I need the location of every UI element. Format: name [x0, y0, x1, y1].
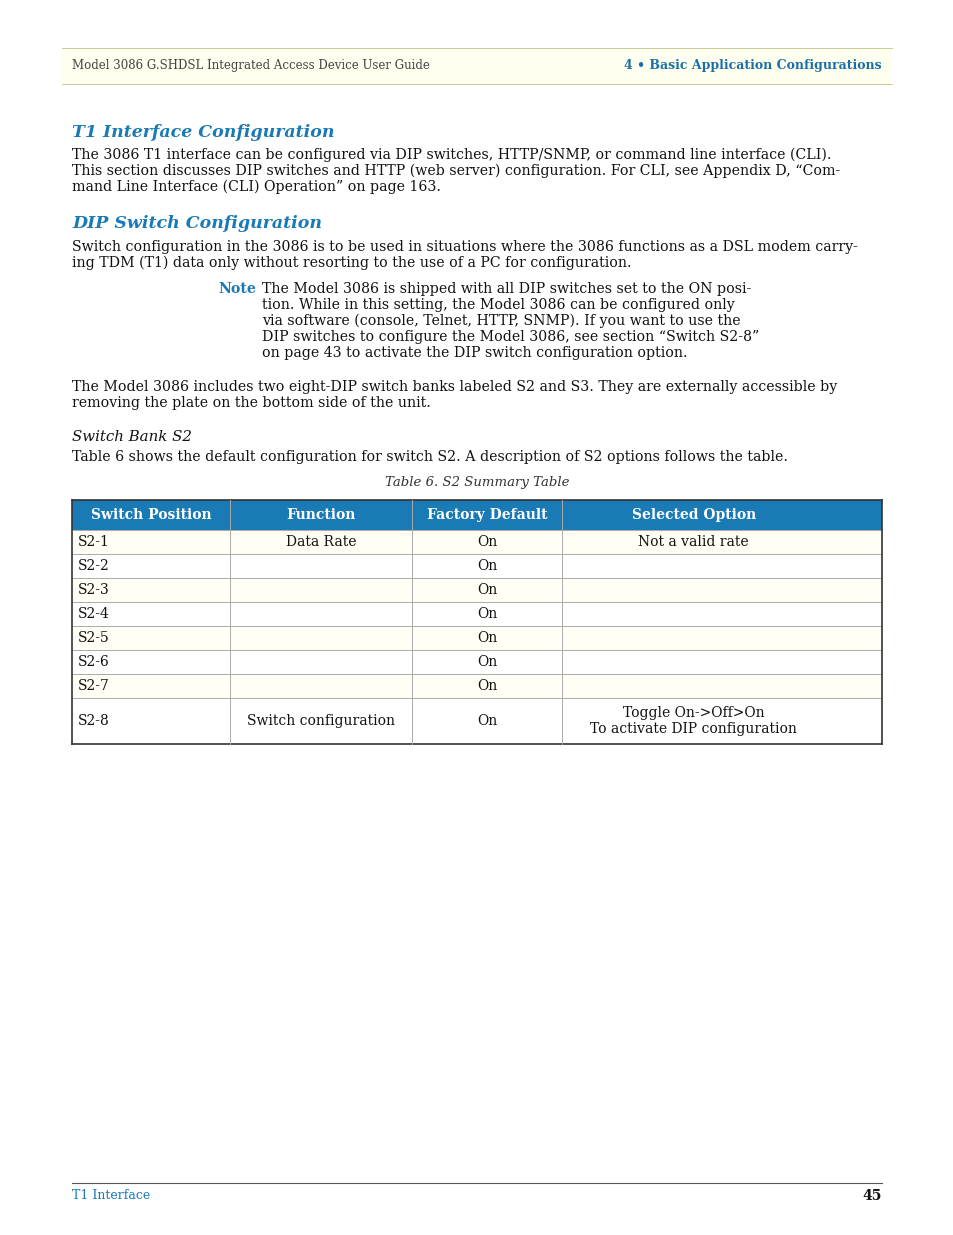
- Text: Toggle On->Off>On: Toggle On->Off>On: [622, 706, 763, 720]
- Text: 4 • Basic Application Configurations: 4 • Basic Application Configurations: [623, 59, 882, 73]
- Text: Switch configuration: Switch configuration: [247, 714, 395, 727]
- Text: S2-1: S2-1: [78, 535, 110, 550]
- Bar: [62, 48, 891, 84]
- Text: To activate DIP configuration: To activate DIP configuration: [590, 721, 797, 736]
- Text: On: On: [476, 559, 497, 573]
- Text: Switch Bank S2: Switch Bank S2: [71, 430, 192, 445]
- Bar: [71, 674, 882, 698]
- Text: This section discusses DIP switches and HTTP (web server) configuration. For CLI: This section discusses DIP switches and …: [71, 164, 840, 178]
- Text: On: On: [476, 631, 497, 645]
- Text: On: On: [476, 606, 497, 621]
- Text: S2-7: S2-7: [78, 679, 110, 693]
- Text: Switch Position: Switch Position: [91, 508, 211, 522]
- Text: On: On: [476, 679, 497, 693]
- Text: via software (console, Telnet, HTTP, SNMP). If you want to use the: via software (console, Telnet, HTTP, SNM…: [262, 314, 740, 329]
- Text: Selected Option: Selected Option: [631, 508, 755, 522]
- Text: S2-6: S2-6: [78, 655, 110, 669]
- Text: Not a valid rate: Not a valid rate: [638, 535, 748, 550]
- Text: Table 6. S2 Summary Table: Table 6. S2 Summary Table: [384, 475, 569, 489]
- Text: ing TDM (T1) data only without resorting to the use of a PC for configuration.: ing TDM (T1) data only without resorting…: [71, 256, 631, 270]
- Text: Data Rate: Data Rate: [286, 535, 356, 550]
- Text: DIP switches to configure the Model 3086, see section “Switch S2-8”: DIP switches to configure the Model 3086…: [262, 330, 759, 345]
- Text: S2-3: S2-3: [78, 583, 110, 597]
- Text: removing the plate on the bottom side of the unit.: removing the plate on the bottom side of…: [71, 396, 431, 410]
- Bar: [71, 698, 882, 743]
- Text: On: On: [476, 535, 497, 550]
- Text: DIP Switch Configuration: DIP Switch Configuration: [71, 215, 322, 232]
- Text: on page 43 to activate the DIP switch configuration option.: on page 43 to activate the DIP switch co…: [262, 346, 687, 359]
- Bar: [71, 650, 882, 674]
- Text: Note: Note: [218, 282, 255, 296]
- Text: S2-2: S2-2: [78, 559, 110, 573]
- Text: The Model 3086 is shipped with all DIP switches set to the ON posi-: The Model 3086 is shipped with all DIP s…: [262, 282, 750, 296]
- Text: T1 Interface Configuration: T1 Interface Configuration: [71, 124, 335, 141]
- Bar: [71, 555, 882, 578]
- Text: tion. While in this setting, the Model 3086 can be configured only: tion. While in this setting, the Model 3…: [262, 298, 734, 312]
- Text: Table 6 shows the default configuration for switch S2. A description of S2 optio: Table 6 shows the default configuration …: [71, 450, 787, 464]
- Bar: [71, 578, 882, 601]
- Text: Model 3086 G.SHDSL Integrated Access Device User Guide: Model 3086 G.SHDSL Integrated Access Dev…: [71, 59, 430, 73]
- Bar: [71, 500, 882, 530]
- Text: S2-5: S2-5: [78, 631, 110, 645]
- Text: On: On: [476, 655, 497, 669]
- Bar: [71, 601, 882, 626]
- Text: On: On: [476, 583, 497, 597]
- Text: On: On: [476, 714, 497, 727]
- Text: Switch configuration in the 3086 is to be used in situations where the 3086 func: Switch configuration in the 3086 is to b…: [71, 240, 857, 254]
- Text: The Model 3086 includes two eight-DIP switch banks labeled S2 and S3. They are e: The Model 3086 includes two eight-DIP sw…: [71, 380, 837, 394]
- Text: Function: Function: [286, 508, 355, 522]
- Text: T1 Interface: T1 Interface: [71, 1189, 150, 1202]
- Text: Factory Default: Factory Default: [426, 508, 547, 522]
- Bar: [71, 530, 882, 555]
- Text: 45: 45: [862, 1189, 882, 1203]
- Text: mand Line Interface (CLI) Operation” on page 163.: mand Line Interface (CLI) Operation” on …: [71, 180, 440, 194]
- Text: S2-4: S2-4: [78, 606, 110, 621]
- Text: The 3086 T1 interface can be configured via DIP switches, HTTP/SNMP, or command : The 3086 T1 interface can be configured …: [71, 148, 831, 162]
- Text: S2-8: S2-8: [78, 714, 110, 727]
- Bar: [71, 626, 882, 650]
